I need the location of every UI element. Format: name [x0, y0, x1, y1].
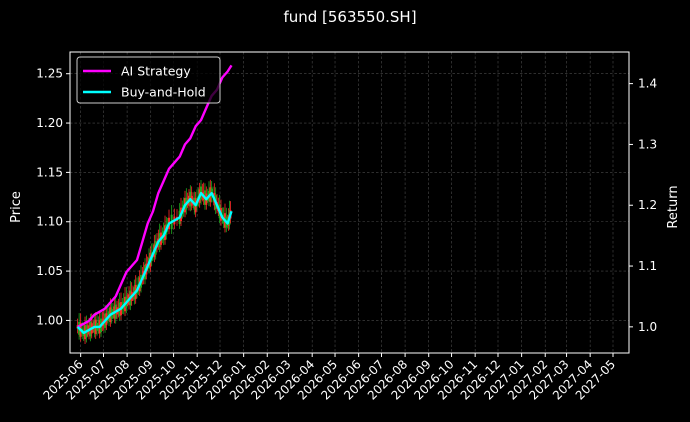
grid — [70, 52, 629, 353]
y-left-tick-label: 1.20 — [36, 116, 63, 130]
y-left-tick-label: 1.25 — [36, 67, 63, 81]
legend: AI Strategy Buy-and-Hold — [76, 56, 221, 104]
ai-strategy-line — [77, 64, 233, 328]
legend-label: Buy-and-Hold — [121, 85, 206, 100]
y-axis-label-left: Price — [9, 191, 24, 223]
legend-box — [76, 56, 221, 104]
series-lines — [76, 64, 233, 335]
y-left-tick-label: 1.15 — [36, 165, 63, 179]
legend-label: AI Strategy — [121, 64, 191, 79]
plot-frame — [69, 51, 630, 354]
y-right-tick-label: 1.0 — [638, 320, 657, 334]
y-right-tick-label: 1.1 — [638, 259, 657, 273]
y-right-tick-label: 1.2 — [638, 198, 657, 212]
y-left-tick-label: 1.05 — [36, 264, 63, 278]
y-axis-label-right: Return — [666, 185, 681, 228]
y-right-tick-label: 1.3 — [638, 137, 657, 151]
buy-and-hold-line — [76, 191, 233, 335]
y-left-tick-label: 1.00 — [36, 313, 63, 327]
y-left-tick-label: 1.10 — [36, 215, 63, 229]
chart-title: fund [563550.SH] — [283, 8, 416, 26]
y-right-tick-label: 1.4 — [638, 77, 657, 91]
axes: 2025-062025-072025-082025-092025-102025-… — [36, 67, 657, 403]
